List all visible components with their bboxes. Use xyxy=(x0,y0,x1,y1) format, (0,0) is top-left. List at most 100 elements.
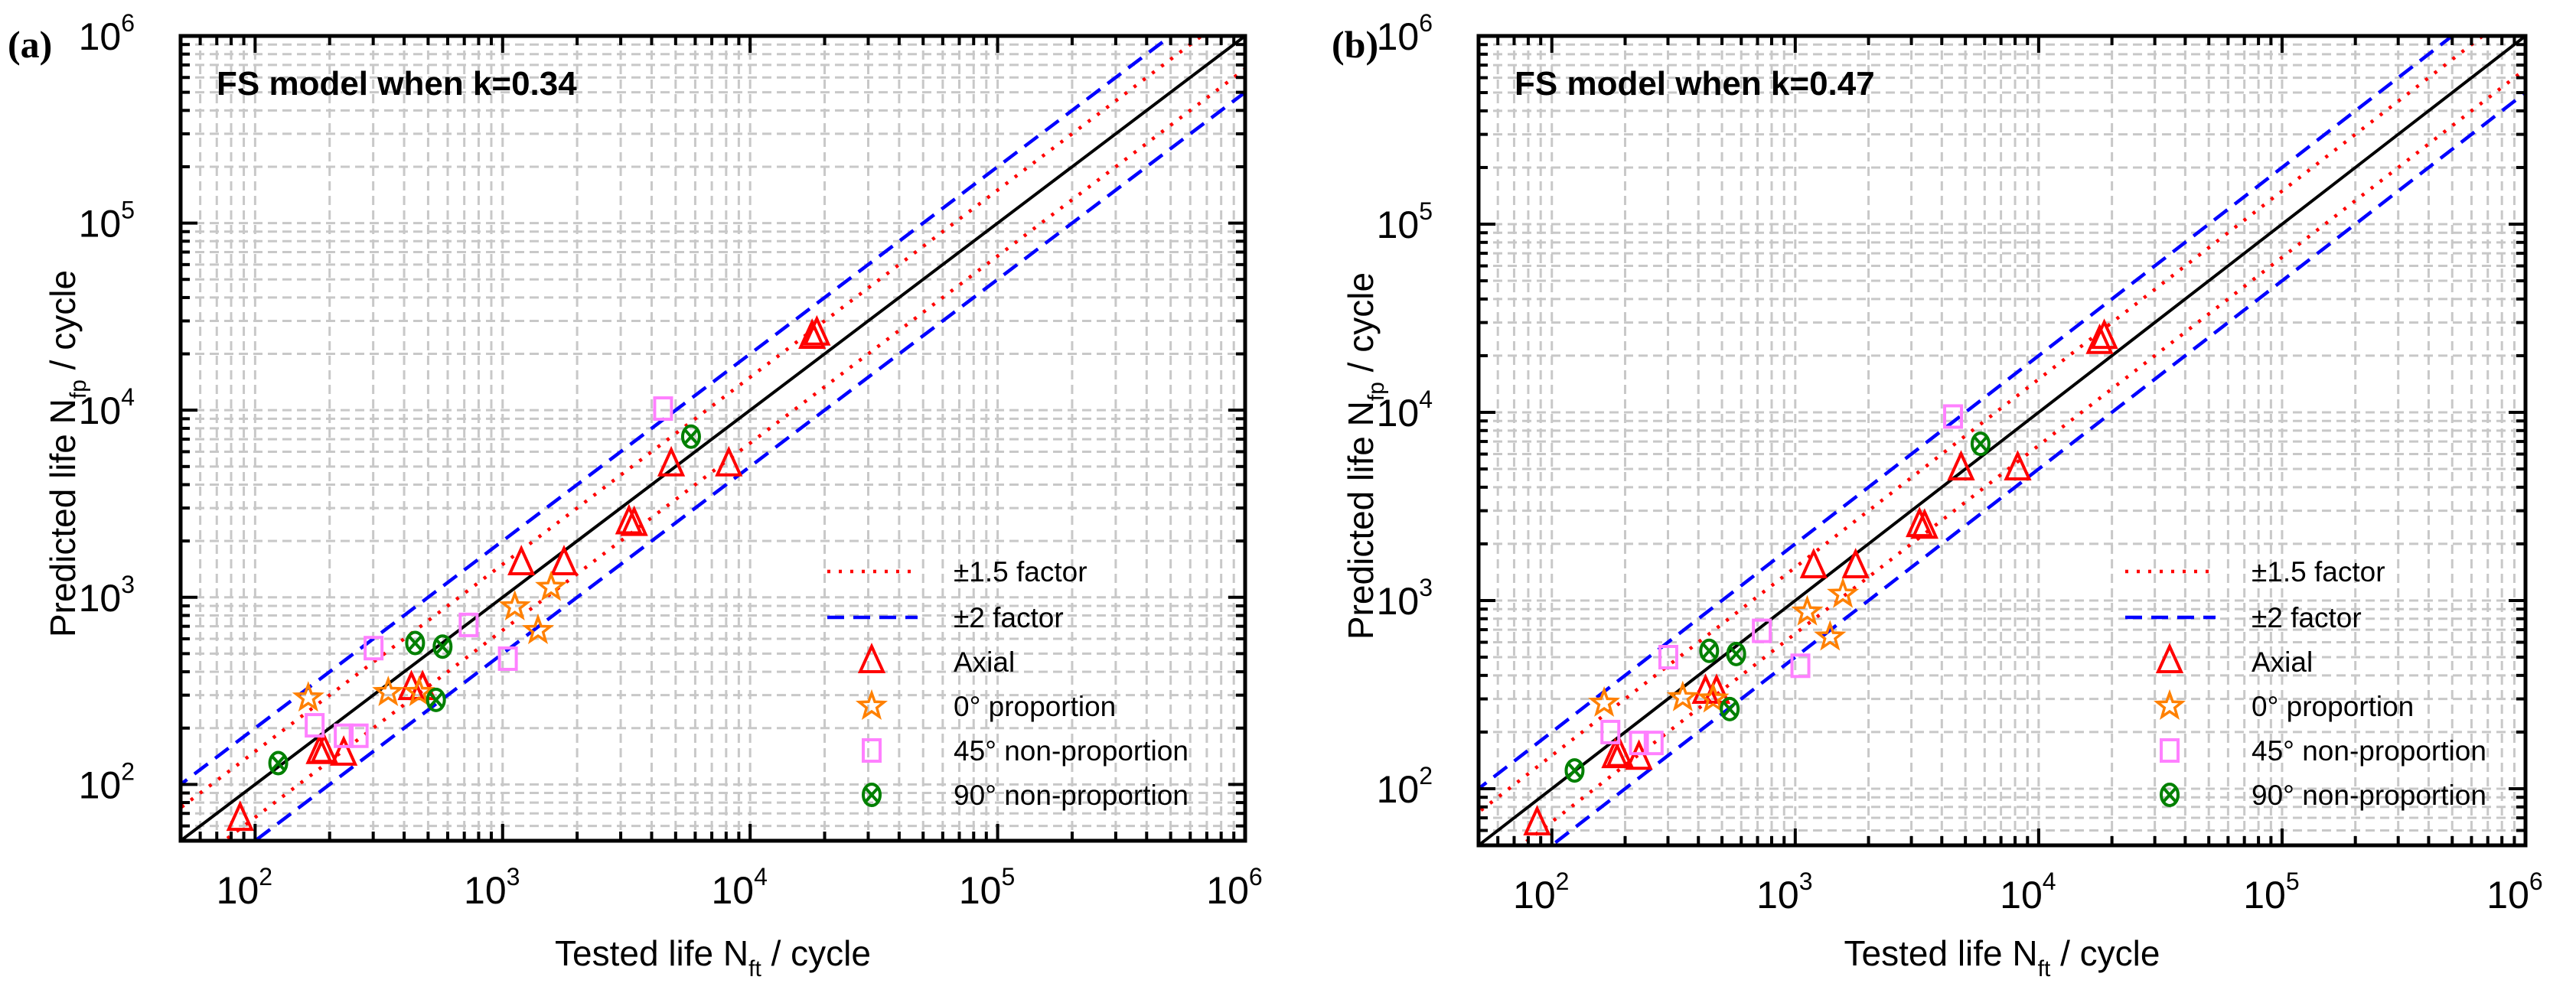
tick-base: 10 xyxy=(2486,874,2529,916)
tick-exponent: 6 xyxy=(121,9,135,37)
data-point-square xyxy=(305,713,325,738)
data-point-triangle xyxy=(1606,736,1634,767)
y-tick-label: 104 xyxy=(79,383,135,432)
x-mark xyxy=(406,634,423,652)
x-tick-label: 104 xyxy=(711,863,767,912)
data-point-triangle xyxy=(620,505,648,536)
legend-label: 90° non-proportion xyxy=(954,780,1189,811)
tick-base: 10 xyxy=(1206,869,1249,912)
x-mark xyxy=(1728,645,1745,663)
x-mark xyxy=(270,754,287,772)
tick-base: 10 xyxy=(1377,15,1420,58)
x-tick-label: 105 xyxy=(959,863,1015,912)
tick-exponent: 6 xyxy=(1249,863,1263,890)
tick-exponent: 3 xyxy=(121,571,135,598)
tick-base: 10 xyxy=(2000,874,2043,916)
data-point-triangle xyxy=(1906,506,1934,538)
y-tick-label: 106 xyxy=(79,9,135,58)
legend-marker-star xyxy=(855,689,889,720)
factor-1.5-line xyxy=(181,36,1205,810)
legend-marker-square xyxy=(2160,738,2180,763)
legend-marker-star xyxy=(2153,689,2186,720)
circle-mark xyxy=(405,630,426,656)
tick-exponent: 4 xyxy=(1419,386,1433,413)
data-point-circle-x xyxy=(268,750,289,776)
data-point-triangle xyxy=(615,503,643,535)
data-point-star xyxy=(522,613,555,645)
x-tick-label: 104 xyxy=(2000,868,2056,916)
circle-mark xyxy=(1699,638,1720,663)
legend-label: ±2 factor xyxy=(954,602,1064,633)
data-point-square xyxy=(653,396,673,422)
data-point-square xyxy=(364,636,384,661)
data-point-triangle xyxy=(1625,739,1653,770)
x-tick-label: 106 xyxy=(1206,863,1262,912)
data-point-square xyxy=(1752,618,1772,643)
series-square xyxy=(305,396,673,748)
tick-exponent: 3 xyxy=(507,863,520,890)
x-axis-title-main: Tested life N xyxy=(555,933,748,973)
data-point-star xyxy=(372,676,405,707)
circle-mark xyxy=(426,687,446,712)
data-point-circle-x xyxy=(680,424,701,449)
legend-marker-triangle xyxy=(2155,643,2184,673)
panel-label: (b) xyxy=(1332,23,1378,66)
legend: ±1.5 factor ±2 factor Axial 0° proportion 45… xyxy=(827,556,1189,811)
data-point-triangle xyxy=(549,545,579,576)
tick-exponent: 4 xyxy=(121,383,135,411)
circle-mark xyxy=(268,750,289,776)
data-point-square xyxy=(334,723,354,748)
tick-base: 10 xyxy=(1377,580,1420,623)
series-star xyxy=(1588,577,1860,717)
legend-label: 90° non-proportion xyxy=(2252,780,2486,811)
legend: ±1.5 factor ±2 factor Axial 0° proportion 45… xyxy=(2125,556,2486,811)
x-mark xyxy=(1566,761,1583,780)
tick-base: 10 xyxy=(464,869,507,912)
circle-mark xyxy=(1564,758,1585,783)
y-tick-label: 103 xyxy=(79,571,135,620)
data-point-square xyxy=(1943,404,1964,429)
data-point-triangle xyxy=(1799,548,1828,578)
data-point-triangle xyxy=(226,800,254,832)
series-circle-x xyxy=(1564,431,1991,783)
x-tick-label: 103 xyxy=(464,863,520,912)
data-point-triangle xyxy=(2085,323,2114,354)
tick-exponent: 5 xyxy=(2286,868,2300,895)
data-point-star xyxy=(1827,577,1860,608)
legend-label: 0° proportion xyxy=(954,691,1116,722)
x-tick-label: 105 xyxy=(2243,868,2299,916)
series-square xyxy=(1600,404,1964,756)
tick-base: 10 xyxy=(79,763,122,806)
data-point-square xyxy=(1629,731,1649,756)
tick-exponent: 6 xyxy=(2529,868,2543,895)
tick-exponent: 4 xyxy=(2043,868,2056,895)
x-tick-label: 106 xyxy=(2486,868,2542,916)
tick-exponent: 3 xyxy=(1799,868,1813,895)
chart-title: FS model when k=0.34 xyxy=(217,65,577,103)
y-tick-label: 106 xyxy=(1377,9,1433,58)
y-tick-label: 104 xyxy=(1377,386,1433,435)
legend-label: ±1.5 factor xyxy=(954,556,1087,588)
x-mark xyxy=(434,637,451,656)
data-point-triangle xyxy=(2090,318,2118,350)
data-point-square xyxy=(1658,645,1678,670)
tick-exponent: 2 xyxy=(259,863,272,890)
legend-label: Axial xyxy=(954,646,1015,678)
data-point-square xyxy=(348,723,369,748)
circle-mark xyxy=(680,424,701,449)
x-axis-title-tail: / cycle xyxy=(761,933,871,973)
circle-mark xyxy=(2160,783,2180,807)
x-tick-label: 102 xyxy=(217,863,272,912)
tick-base: 10 xyxy=(1513,874,1556,916)
panel-label: (a) xyxy=(8,23,52,66)
legend-label: 45° non-proportion xyxy=(954,735,1189,767)
data-point-circle-x xyxy=(1970,431,1991,457)
tick-exponent: 2 xyxy=(1419,762,1433,789)
data-point-star xyxy=(292,681,324,712)
x-axis-title-sub: ft xyxy=(748,956,761,982)
data-point-circle-x xyxy=(1720,696,1740,721)
data-point-triangle xyxy=(798,318,827,349)
tick-base: 10 xyxy=(711,869,754,912)
